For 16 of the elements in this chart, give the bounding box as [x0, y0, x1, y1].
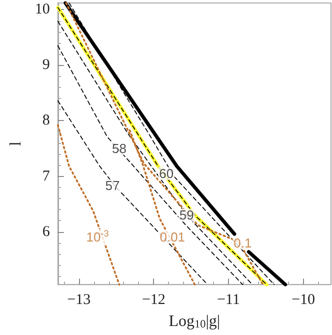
- x-tick-label: −11: [217, 292, 240, 308]
- y-tick-label: 9: [42, 57, 50, 74]
- annotation: 59: [179, 208, 194, 223]
- y-tick-label: 8: [42, 112, 50, 129]
- x-tick-label: −12: [142, 292, 166, 308]
- annotation: 58: [112, 141, 126, 156]
- y-tick-label: 6: [42, 224, 50, 240]
- annotation: 0.01: [160, 229, 186, 244]
- y-tick-label: 10: [34, 2, 50, 18]
- y-tick-label: 7: [42, 168, 50, 184]
- annotation: 57: [105, 178, 120, 194]
- annotation: 0.1: [234, 235, 252, 250]
- x-tick-label: −13: [67, 292, 91, 308]
- y-axis-title: l: [8, 141, 24, 146]
- annotation: 60: [159, 166, 174, 182]
- x-tick-label: −10: [292, 292, 316, 308]
